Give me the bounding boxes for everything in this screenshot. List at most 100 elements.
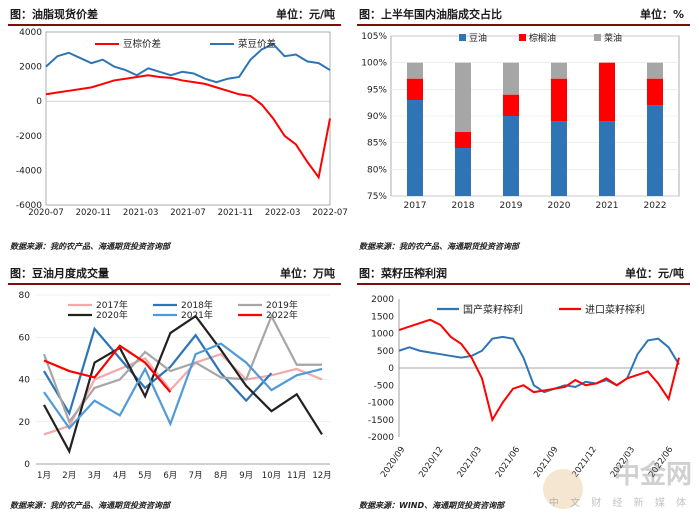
- legend-label: 豆油: [469, 32, 487, 44]
- legend-label: 2019年: [266, 299, 298, 311]
- y-tick-label: 95%: [367, 85, 387, 95]
- x-tick-label: 2021-07: [170, 208, 206, 218]
- series-line: [45, 74, 331, 180]
- x-tick-label: 2021-03: [123, 208, 159, 218]
- legend-label: 2022年: [266, 309, 298, 321]
- chart-oil-share: 105% 100% 95% 90% 85% 80% 75% 2017 2018 2019 2020 2…: [361, 32, 680, 211]
- y-tick-label: 20: [19, 418, 31, 428]
- panel-spot-spread: 图：油脂现货价差 单位：元/吨 4000 2000 0 -2000 -4000 -6000…: [0, 0, 349, 258]
- panel-crush-margin: 图：菜籽压榨利润 单位：元/吨 2000 1500 1000 500 0 -500 -100…: [349, 259, 698, 517]
- bar-segment: [455, 132, 471, 148]
- x-tick-label: 11月: [287, 471, 306, 481]
- y-tick-label: 2000: [19, 63, 42, 73]
- bar-segment: [551, 121, 567, 196]
- y-tick-label: 1500: [371, 312, 394, 322]
- x-tick-label: 2021: [596, 201, 619, 211]
- series-line: [43, 352, 323, 436]
- bar-segment: [407, 100, 423, 196]
- y-tick-label: 85%: [367, 139, 387, 149]
- chart-unit: 单位：%: [639, 8, 684, 21]
- y-tick-label: -2000: [368, 433, 394, 443]
- y-tick-label: 105%: [361, 32, 387, 42]
- y-tick-label: 500: [377, 347, 394, 357]
- x-tick-label: 2020-07: [28, 208, 64, 218]
- legend-label: 2018年: [181, 299, 213, 311]
- bar-segment: [647, 62, 663, 79]
- x-tick-label: 2月: [62, 471, 76, 481]
- legend-label: 2021年: [181, 309, 213, 321]
- x-tick-label: 2021-11: [218, 208, 254, 218]
- y-tick-label: 90%: [367, 112, 387, 122]
- series-line: [45, 42, 331, 84]
- bar-segment: [407, 62, 423, 79]
- legend-swatch: [519, 34, 526, 41]
- x-tick-label: 8月: [214, 471, 228, 481]
- y-tick-label: 80: [19, 291, 31, 301]
- x-tick-label: 2021/06: [494, 445, 522, 480]
- chart-title: 图：油脂现货价差: [10, 8, 98, 21]
- bar-segment: [551, 62, 567, 79]
- x-tick-label: 9月: [239, 471, 253, 481]
- watermark-tagline: 中 文 财 经 新 媒 体: [548, 498, 690, 509]
- x-tick-label: 2018: [452, 201, 475, 211]
- bar-segment: [599, 121, 615, 196]
- y-tick-label: 80%: [367, 165, 387, 175]
- y-tick-label: 0: [388, 364, 394, 374]
- y-tick-label: -1000: [368, 399, 394, 409]
- title-rule: [357, 24, 690, 26]
- x-tick-label: 1月: [37, 471, 51, 481]
- bar-segment: [647, 105, 663, 196]
- series-line: [42, 313, 322, 425]
- legend-label: 国产菜籽榨利: [463, 303, 523, 316]
- chart-soyoil-volume: 80 60 40 20 0 1月 2月 3月 4月 5月 6月 7月 8月 9月 10月 11月 12月 2017…: [19, 291, 332, 481]
- y-tick-label: -2000: [16, 132, 42, 142]
- legend-label: 棕榈油: [529, 32, 556, 44]
- x-tick-label: 2020/09: [379, 445, 407, 480]
- y-tick-label: 40: [19, 376, 31, 386]
- x-tick-label: 12月: [312, 471, 331, 481]
- bar-segment: [455, 62, 471, 132]
- x-tick-label: 2021/03: [456, 445, 484, 480]
- legend-label: 菜油: [604, 32, 622, 44]
- bar-segment: [647, 78, 663, 106]
- legend-label: 菜豆价差: [238, 38, 276, 50]
- y-tick-label: 60: [19, 333, 31, 343]
- title-rule: [357, 283, 690, 285]
- y-tick-label: 75%: [367, 192, 387, 202]
- y-tick-label: -1500: [368, 416, 394, 426]
- legend-label: 2020年: [96, 309, 128, 321]
- chart-title: 图：豆油月度成交量: [10, 267, 109, 280]
- x-tick-label: 2022: [644, 201, 667, 211]
- panel-soyoil-volume: 图：豆油月度成交量 单位：万吨 80 60 40 20 0 1月 2月 3月 4月 5月 6月 7月 8…: [0, 259, 349, 517]
- watermark-logo: 中金网: [613, 460, 692, 490]
- bar-segment: [503, 62, 519, 95]
- panel-oil-share: 图：上半年国内油脂成交占比 单位：% 105% 100% 95% 90% 85% 80% 7…: [349, 0, 698, 258]
- x-tick-label: 5月: [138, 471, 152, 481]
- y-tick-label: 4000: [19, 28, 42, 38]
- legend-label: 豆棕价差: [123, 38, 161, 50]
- title-rule: [8, 283, 341, 285]
- series-line: [398, 318, 680, 423]
- y-tick-label: 0: [24, 460, 30, 470]
- bar-segment: [599, 62, 615, 122]
- bar-segment: [503, 94, 519, 116]
- legend-swatch: [594, 34, 601, 41]
- watermark-logo-icon: [543, 469, 583, 509]
- series-line: [43, 344, 172, 393]
- bar-segment: [551, 78, 567, 122]
- series-line: [398, 335, 680, 394]
- chart-crush-margin: 2000 1500 1000 500 0 -500 -1000 -1500 -2000 2020/…: [368, 295, 680, 480]
- chart-source: 数据来源：WIND、海通期货投资咨询部: [359, 501, 505, 510]
- plot-frame: [45, 31, 331, 206]
- y-tick-label: 2000: [371, 295, 394, 305]
- y-tick-label: 100%: [361, 59, 387, 69]
- chart-title: 图：菜籽压榨利润: [359, 267, 447, 280]
- y-tick-label: -6000: [16, 201, 42, 211]
- x-tick-label: 2017: [404, 201, 427, 211]
- x-tick-label: 2022-07: [312, 208, 348, 218]
- x-tick-label: 10月: [262, 471, 281, 481]
- x-tick-label: 4月: [113, 471, 127, 481]
- x-tick-label: 7月: [189, 471, 203, 481]
- legend-label: 2017年: [96, 299, 128, 311]
